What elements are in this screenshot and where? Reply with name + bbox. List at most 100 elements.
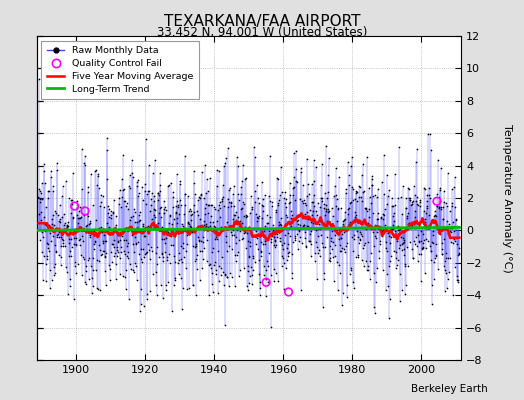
Point (74, 202, 82, 208)
Point (417, 251, 425, 258)
Point (140, 254, 148, 260)
Point (429, 228, 438, 234)
Point (217, 198, 226, 204)
Point (373, 216, 381, 222)
Point (304, 215, 312, 222)
Point (159, 295, 167, 301)
Point (201, 211, 209, 217)
Point (453, 241, 461, 248)
Point (309, 208, 317, 214)
Point (84, 189, 92, 195)
Point (452, 235, 460, 241)
Point (40, 168, 48, 174)
Point (37, 249, 46, 255)
Point (77, 252, 85, 258)
Point (131, 234, 139, 240)
Point (326, 243, 335, 249)
Point (207, 212, 215, 219)
Point (373, 229, 381, 235)
Point (306, 238, 314, 244)
Point (90, 227, 99, 234)
Point (67, 236, 75, 242)
Point (99, 248, 107, 254)
Point (450, 184, 458, 190)
Point (254, 195, 262, 201)
Point (253, 214, 261, 220)
Point (369, 229, 377, 235)
Point (177, 242, 185, 249)
Point (309, 178, 318, 184)
Point (367, 200, 375, 206)
Point (451, 174, 460, 180)
Point (223, 274, 232, 280)
Point (48, 188, 57, 194)
Point (200, 217, 208, 224)
Point (104, 206, 113, 212)
Point (82, 263, 90, 270)
Point (438, 251, 446, 257)
Point (167, 242, 175, 248)
Point (434, 266, 442, 272)
Point (405, 186, 413, 193)
Point (101, 238, 110, 244)
Point (229, 227, 237, 234)
Point (377, 228, 386, 234)
Point (361, 219, 369, 226)
Point (322, 206, 330, 212)
Point (384, 230, 392, 236)
Point (84, 255, 93, 261)
Point (123, 243, 131, 250)
Point (146, 256, 155, 262)
Point (298, 225, 306, 232)
Point (81, 162, 89, 169)
Point (257, 253, 265, 259)
Point (265, 250, 273, 256)
Point (323, 217, 331, 224)
Point (315, 220, 323, 227)
Point (396, 225, 404, 232)
Point (49, 264, 58, 270)
Point (123, 253, 131, 260)
Point (128, 232, 136, 238)
Point (94, 173, 103, 179)
Point (159, 258, 168, 264)
Point (107, 249, 115, 255)
Point (246, 273, 254, 279)
Point (206, 265, 215, 271)
Point (446, 254, 454, 261)
Point (231, 258, 239, 264)
Point (374, 186, 382, 192)
Point (288, 270, 297, 276)
Point (401, 262, 409, 269)
Point (413, 200, 422, 207)
Point (34, 194, 42, 200)
Point (454, 251, 463, 258)
Point (72, 235, 80, 242)
Point (344, 182, 353, 188)
Point (279, 254, 287, 261)
Point (219, 268, 227, 275)
Point (58, 214, 67, 220)
Point (182, 264, 191, 271)
Point (347, 267, 355, 273)
Point (370, 242, 378, 249)
Point (409, 221, 418, 227)
Point (210, 203, 219, 210)
Point (41, 204, 50, 210)
Point (210, 262, 218, 268)
Point (96, 199, 105, 205)
Point (255, 200, 263, 206)
Point (451, 204, 459, 210)
Point (102, 250, 111, 256)
Point (403, 220, 412, 227)
Point (160, 206, 168, 212)
Point (340, 217, 348, 224)
Point (69, 170, 77, 176)
Point (353, 189, 361, 196)
Point (447, 229, 455, 235)
Point (110, 196, 118, 203)
Point (240, 200, 248, 207)
Point (199, 238, 207, 245)
Point (301, 202, 310, 208)
Point (192, 266, 201, 272)
